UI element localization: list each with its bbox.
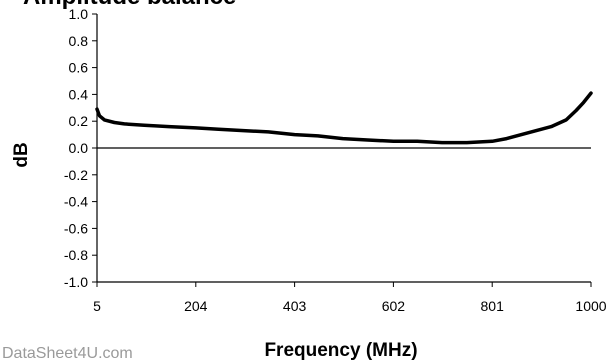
x-tick-label: 1000 [575,298,606,314]
y-tick-label: -1.0 [64,274,88,290]
x-tick-label: 403 [283,298,307,314]
x-tick-label: 5 [93,298,101,314]
y-tick-label: 0.0 [69,140,89,156]
y-tick-label: -0.4 [64,194,88,210]
y-tick-label: 0.6 [69,60,89,76]
x-axis-ticks: 5 204 403 602 801 1000 [93,282,607,314]
x-tick-label: 602 [382,298,406,314]
x-tick-label: 801 [481,298,505,314]
x-axis-label: Frequency (MHz) [264,340,417,361]
y-tick-label: 0.8 [69,33,89,49]
y-tick-label: -0.8 [64,247,88,263]
y-tick-label: 0.4 [69,86,89,102]
y-tick-label: 0.2 [69,113,89,129]
y-tick-label: -0.6 [64,220,88,236]
y-axis-label: dB [11,142,32,167]
y-tick-label: 1.0 [69,6,89,22]
x-tick-label: 204 [184,298,208,314]
series-line [95,91,593,145]
y-tick-label: -0.2 [64,167,88,183]
watermark-text: DataSheet4U.com [2,345,133,362]
y-axis-ticks: 1.0 0.8 0.6 0.4 0.2 0.0 -0.2 -0.4 -0.6 -0.8 -1.0 [64,6,97,290]
chart-title: Amplitude balance [23,0,236,10]
